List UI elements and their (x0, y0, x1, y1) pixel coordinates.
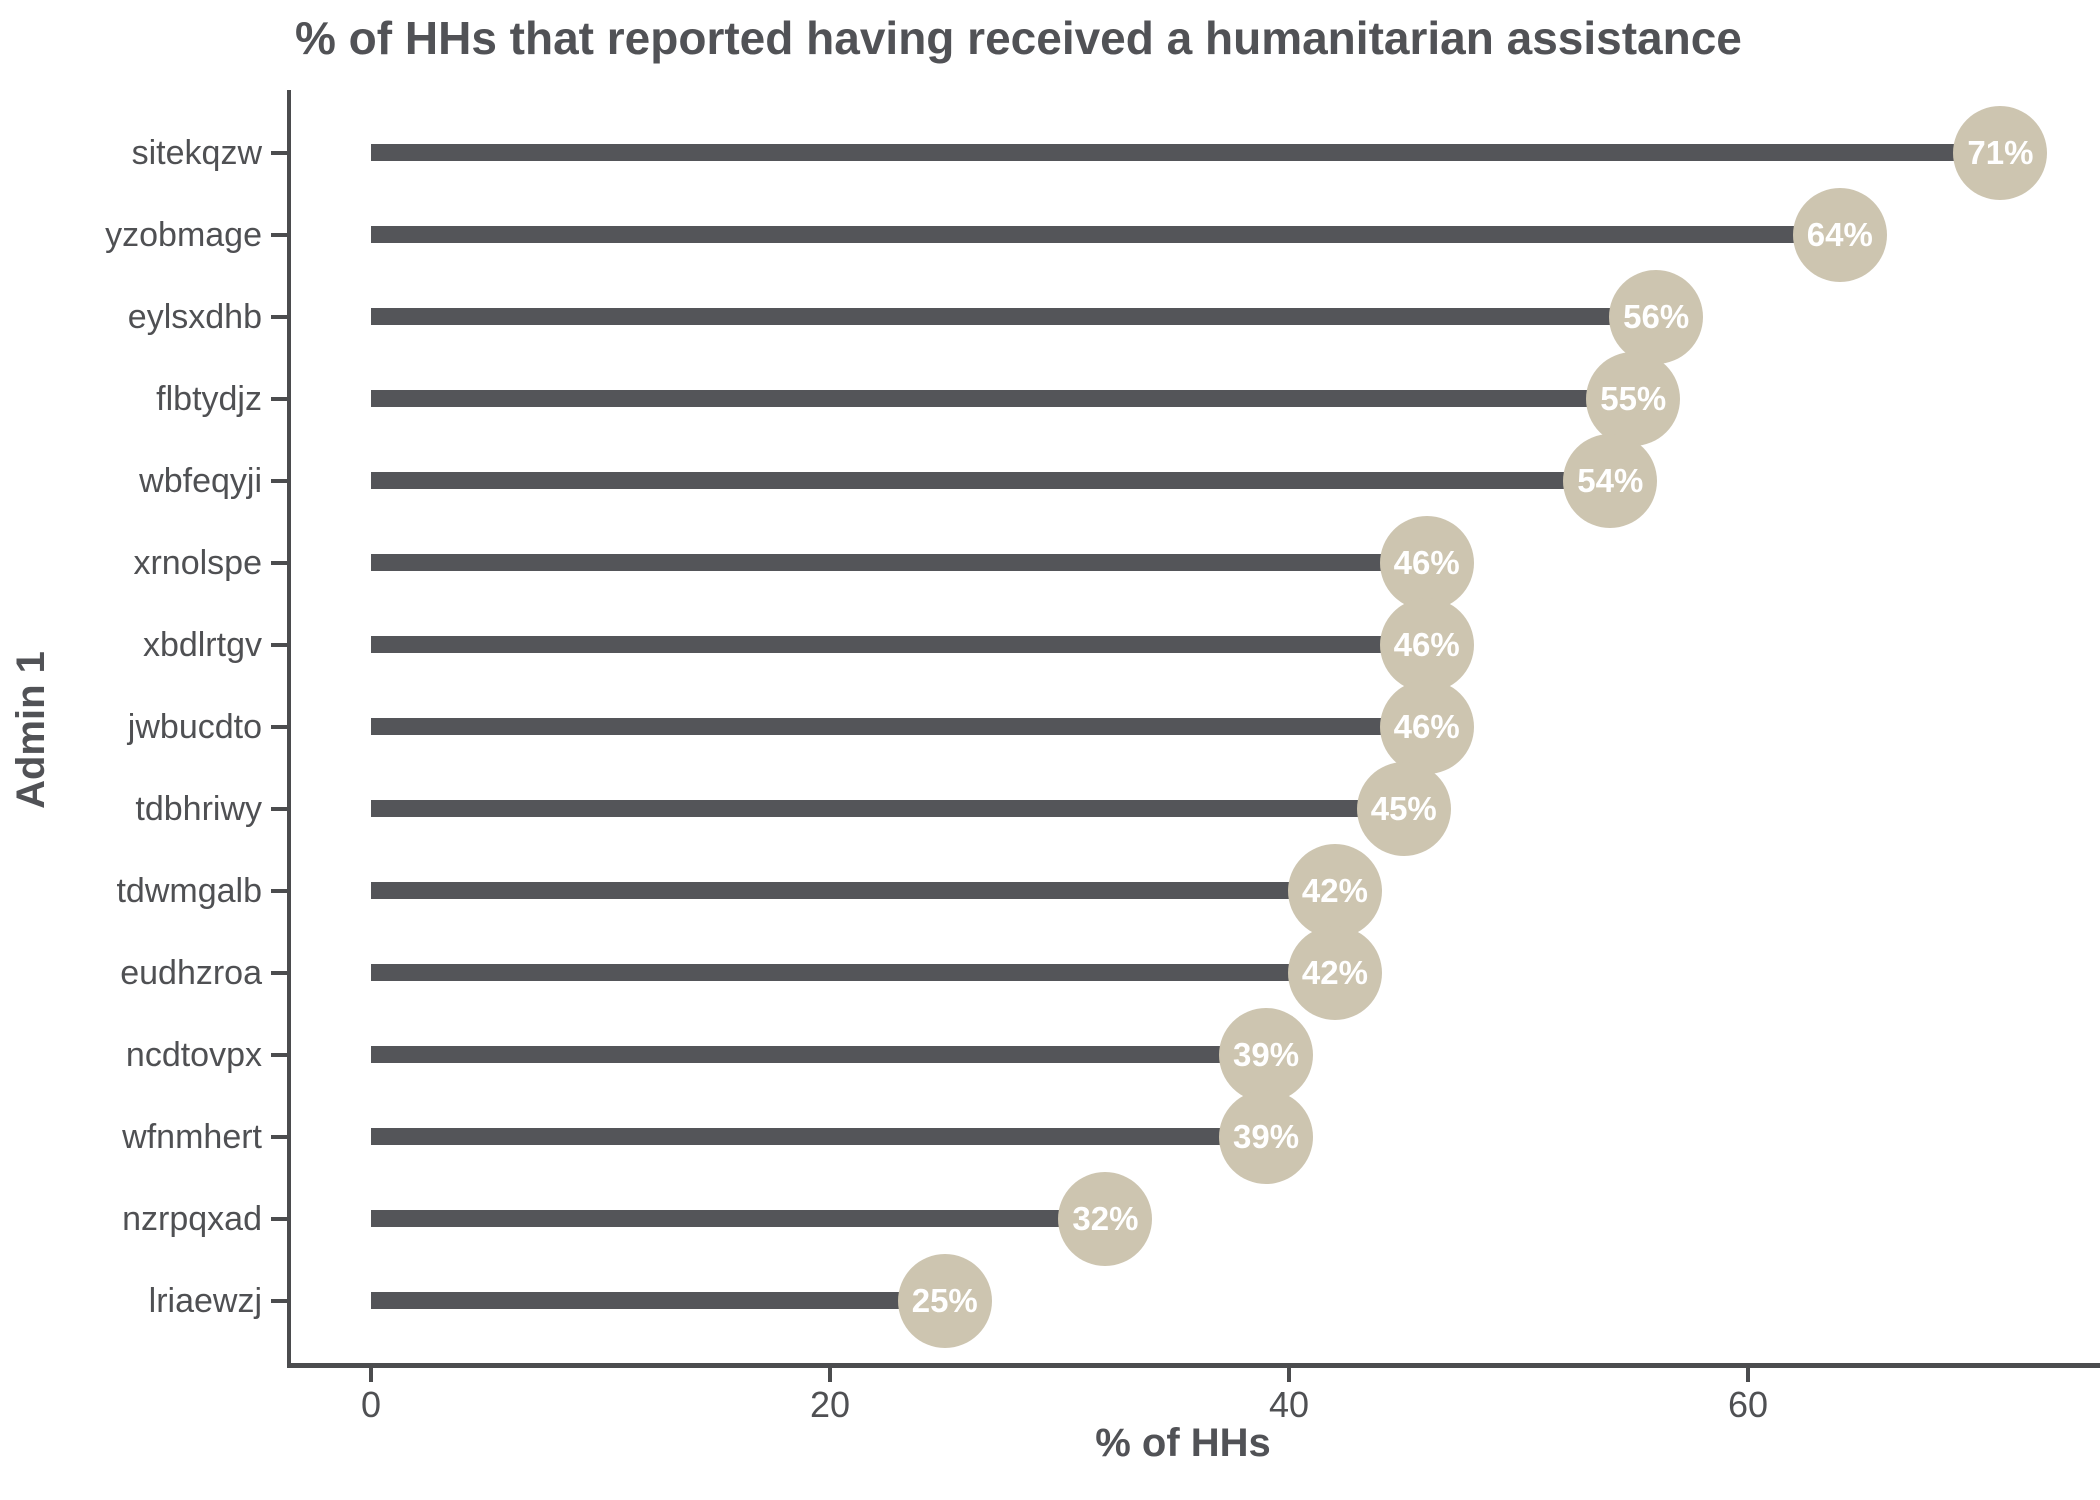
value-point-ncdtovpx: 39% (1219, 1008, 1314, 1102)
chart-title: % of HHs that reported having received a… (295, 12, 1742, 64)
y-tick-mark (271, 479, 289, 483)
value-point-eylsxdhb: 56% (1609, 270, 1704, 364)
y-tick-mark (271, 1053, 289, 1057)
category-label-flbtydjz: flbtydjz (156, 380, 262, 418)
value-point-tdbhriwy: 45% (1356, 762, 1451, 856)
y-tick-mark (271, 725, 289, 729)
category-label-xrnolspe: xrnolspe (133, 544, 262, 582)
x-tick-mark (1287, 1368, 1291, 1382)
value-point-nzrpqxad: 32% (1058, 1172, 1153, 1266)
y-tick-mark (271, 233, 289, 237)
category-label-ncdtovpx: ncdtovpx (125, 1036, 262, 1074)
x-tick-mark (369, 1368, 373, 1382)
category-label-eylsxdhb: eylsxdhb (127, 298, 262, 336)
x-tick-label: 40 (1268, 1384, 1310, 1425)
value-point-yzobmage: 64% (1792, 188, 1887, 282)
value-point-xbdlrtgv: 46% (1379, 598, 1474, 692)
value-point-sitekqzw: 71% (1953, 106, 2048, 200)
bar-wbfeqyji (371, 472, 1611, 489)
y-tick-mark (271, 971, 289, 975)
y-tick-mark (271, 151, 289, 155)
x-tick-mark (1746, 1368, 1750, 1382)
value-point-lriaewzj: 25% (897, 1254, 992, 1348)
bar-wfnmhert (371, 1128, 1267, 1145)
bar-nzrpqxad (371, 1210, 1106, 1227)
y-tick-mark (271, 397, 289, 401)
value-point-xrnolspe: 46% (1379, 516, 1474, 610)
bar-ncdtovpx (371, 1046, 1267, 1063)
bar-sitekqzw (371, 144, 2001, 161)
y-tick-mark (271, 1299, 289, 1303)
value-point-tdwmgalb: 42% (1287, 844, 1382, 938)
y-tick-mark (271, 315, 289, 319)
category-label-xbdlrtgv: xbdlrtgv (142, 626, 262, 664)
bar-eudhzroa (371, 964, 1335, 981)
category-label-lriaewzj: lriaewzj (148, 1282, 262, 1320)
category-label-tdwmgalb: tdwmgalb (116, 872, 262, 910)
value-point-wbfeqyji: 54% (1563, 434, 1658, 528)
category-label-yzobmage: yzobmage (105, 216, 262, 254)
category-label-nzrpqxad: nzrpqxad (122, 1200, 262, 1238)
value-point-wfnmhert: 39% (1219, 1090, 1314, 1184)
value-point-eudhzroa: 42% (1287, 926, 1382, 1020)
category-label-jwbucdto: jwbucdto (127, 708, 262, 746)
bar-eylsxdhb (371, 308, 1657, 325)
category-label-wfnmhert: wfnmhert (122, 1118, 262, 1156)
x-tick-label: 0 (360, 1384, 382, 1425)
category-label-eudhzroa: eudhzroa (120, 954, 262, 992)
y-tick-mark (271, 889, 289, 893)
x-tick-label: 60 (1727, 1384, 1769, 1425)
bar-lriaewzj (371, 1292, 945, 1309)
value-point-jwbucdto: 46% (1379, 680, 1474, 774)
y-tick-mark (271, 643, 289, 647)
bar-tdwmgalb (371, 882, 1335, 899)
x-axis-line (287, 1363, 2100, 1368)
bar-xrnolspe (371, 554, 1427, 571)
bar-xbdlrtgv (371, 636, 1427, 653)
bar-jwbucdto (371, 718, 1427, 735)
x-tick-label: 20 (809, 1384, 851, 1425)
bar-flbtydjz (371, 390, 1634, 407)
bar-yzobmage (371, 226, 1840, 243)
y-axis-line (287, 90, 291, 1368)
x-tick-mark (828, 1368, 832, 1382)
y-tick-mark (271, 807, 289, 811)
y-tick-mark (271, 1135, 289, 1139)
x-axis-title: % of HHs (1095, 1421, 1271, 1465)
bar-tdbhriwy (371, 800, 1404, 817)
category-label-sitekqzw: sitekqzw (131, 134, 262, 172)
category-label-wbfeqyji: wbfeqyji (139, 462, 262, 500)
value-point-flbtydjz: 55% (1586, 352, 1681, 446)
y-tick-mark (271, 1217, 289, 1221)
category-label-tdbhriwy: tdbhriwy (135, 790, 262, 828)
y-tick-mark (271, 561, 289, 565)
